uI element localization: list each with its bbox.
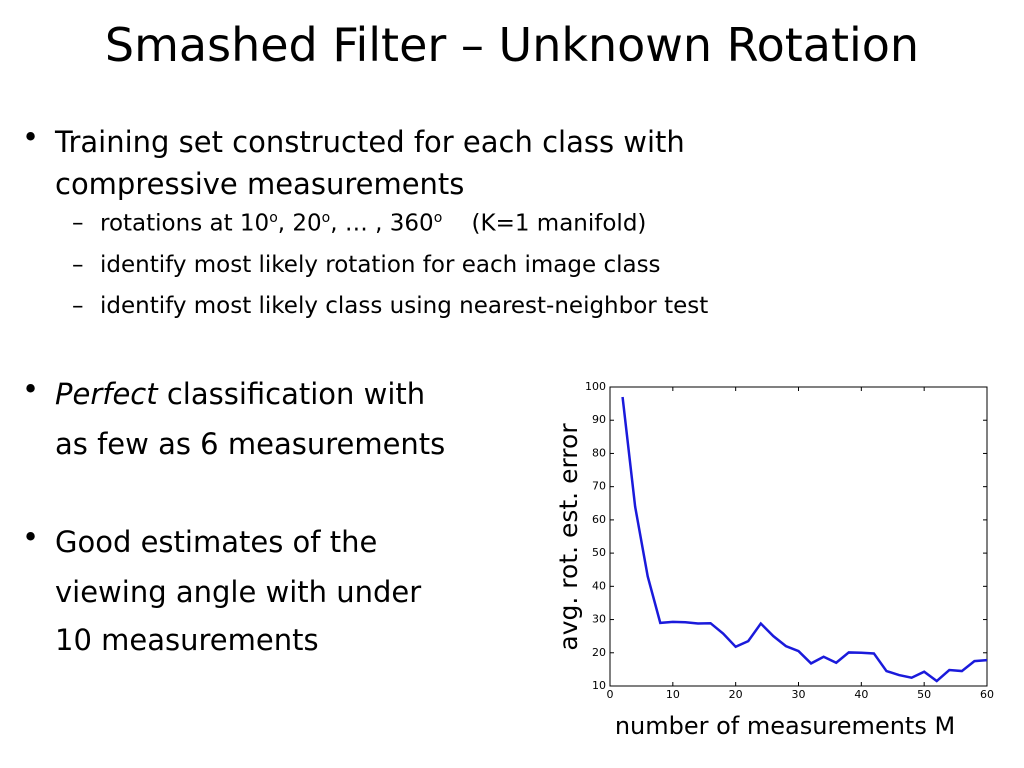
text: identify most likely class using nearest… bbox=[100, 293, 709, 319]
y-tick-label: 100 bbox=[585, 380, 606, 393]
bullet-dot: • bbox=[22, 372, 40, 406]
bullet-line: Perfect classification with bbox=[55, 372, 425, 416]
bullet-line: 10 measurements bbox=[55, 623, 319, 657]
bullet-dot: • bbox=[22, 120, 40, 154]
y-axis-label: avg. rot. est. error bbox=[554, 423, 583, 651]
y-tick-label: 50 bbox=[592, 546, 606, 559]
degree: o bbox=[321, 210, 331, 226]
emphasis: Perfect bbox=[55, 377, 158, 411]
text: rotations at 10 bbox=[100, 210, 270, 237]
y-tick-label: 20 bbox=[592, 646, 606, 659]
y-tick-label: 60 bbox=[592, 513, 606, 526]
text: , 20 bbox=[277, 210, 322, 237]
x-axis-label: number of measurements M bbox=[615, 712, 955, 740]
x-tick-label: 10 bbox=[666, 688, 680, 701]
bullet-line: Good estimates of the bbox=[55, 525, 378, 559]
text: identify most likely rotation for each i… bbox=[100, 252, 661, 278]
y-tick-label: 40 bbox=[592, 579, 606, 592]
bullet-line: compressive measurements bbox=[55, 167, 465, 201]
x-tick-label: 0 bbox=[607, 688, 614, 701]
slide-title: Smashed Filter – Unknown Rotation bbox=[104, 18, 920, 72]
x-tick-label: 50 bbox=[917, 688, 931, 701]
bullet-line: as few as 6 measurements bbox=[55, 427, 446, 461]
bullet-dot: • bbox=[22, 520, 40, 554]
x-tick-label: 30 bbox=[792, 688, 806, 701]
x-tick-label: 60 bbox=[980, 688, 994, 701]
y-tick-label: 10 bbox=[592, 679, 606, 692]
text: classification with bbox=[166, 377, 426, 411]
y-tick-label: 80 bbox=[592, 446, 606, 459]
y-tick-label: 90 bbox=[592, 413, 606, 426]
text: , … , 360 bbox=[330, 210, 434, 237]
bullet-line: Training set constructed for each class … bbox=[55, 125, 685, 159]
plot-frame bbox=[609, 386, 988, 687]
x-tick-label: 20 bbox=[729, 688, 743, 701]
data-line bbox=[621, 396, 988, 683]
degree: o bbox=[433, 210, 443, 226]
bullet-line: viewing angle with under bbox=[55, 575, 422, 609]
degree: o bbox=[269, 210, 278, 226]
text: (K=1 manifold) bbox=[442, 210, 647, 237]
y-tick-label: 30 bbox=[592, 613, 606, 626]
y-tick-label: 70 bbox=[592, 480, 606, 493]
x-tick-label: 40 bbox=[854, 688, 868, 701]
